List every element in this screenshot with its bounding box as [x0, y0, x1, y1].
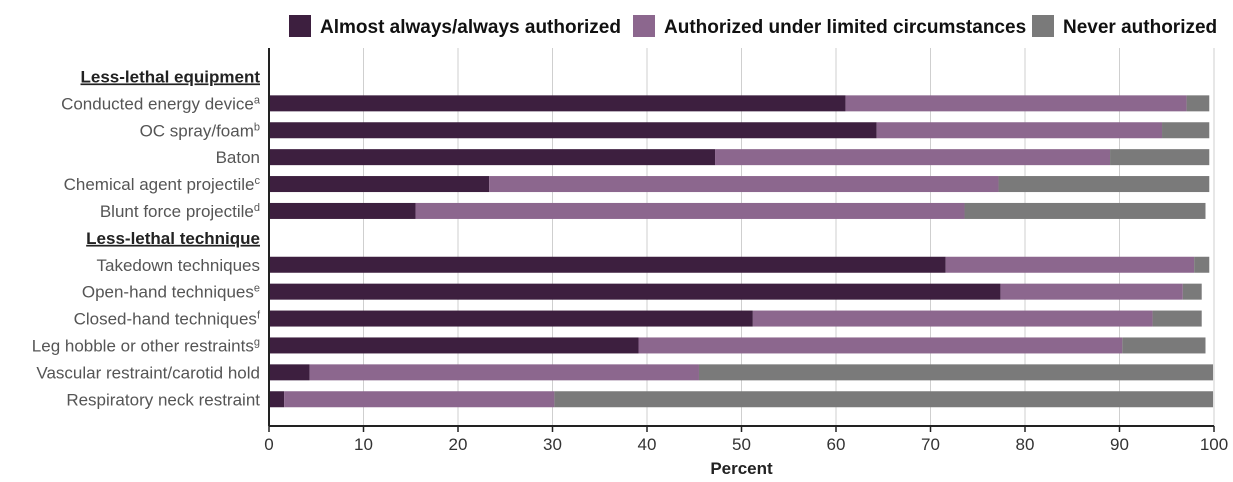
bar-segment [269, 311, 753, 327]
x-tick-label: 30 [543, 435, 562, 454]
bar-segment [1110, 149, 1209, 165]
category-label: Respiratory neck restraint [66, 390, 260, 409]
category-footnote-marker: f [257, 310, 261, 322]
bar-segment [415, 203, 964, 219]
bar-segment [310, 364, 699, 380]
bar-segment [638, 337, 1122, 353]
bar-segment [269, 203, 415, 219]
bar-segment [489, 176, 998, 192]
bar-segment [1153, 311, 1202, 327]
bar-segment [1183, 284, 1202, 300]
category-label: Takedown techniques [96, 256, 260, 275]
bar-segment [715, 149, 1110, 165]
bar-segment [1162, 122, 1209, 138]
legend-swatch [633, 15, 655, 37]
x-tick-label: 100 [1200, 435, 1228, 454]
bar-segment [269, 257, 946, 273]
bar-segment [554, 391, 1213, 407]
category-label: Chemical agent projectilec [64, 175, 261, 194]
bar-segment [269, 122, 877, 138]
category-label: Closed-hand techniquesf [74, 310, 261, 329]
category-footnote-marker: b [254, 121, 260, 133]
x-axis-title: Percent [710, 459, 773, 478]
bar-segment [1122, 337, 1205, 353]
legend-swatch [289, 15, 311, 37]
bar-segment [269, 391, 284, 407]
bar-segment [877, 122, 1162, 138]
bar-segment [845, 95, 1186, 111]
legend-label: Almost always/always authorized [320, 17, 621, 38]
bar-segment [269, 284, 1000, 300]
bar-segment [1194, 257, 1209, 273]
bar-segment [753, 311, 1153, 327]
x-tick-label: 60 [827, 435, 846, 454]
bar-segment [1187, 95, 1210, 111]
bar-segment [269, 364, 310, 380]
x-tick-label: 50 [732, 435, 751, 454]
category-footnote-marker: g [254, 336, 260, 348]
x-tick-label: 70 [921, 435, 940, 454]
legend-label: Never authorized [1063, 17, 1217, 38]
x-tick-label: 20 [449, 435, 468, 454]
group-label: Less-lethal technique [86, 229, 260, 248]
category-footnote-marker: e [254, 283, 260, 295]
group-label: Less-lethal equipment [81, 67, 261, 86]
bar-segment [965, 203, 1206, 219]
x-tick-label: 10 [354, 435, 373, 454]
category-label: Baton [216, 148, 260, 167]
category-label: Open-hand techniquese [82, 283, 260, 302]
category-label: Leg hobble or other restraintsg [32, 336, 260, 355]
category-label: Vascular restraint/carotid hold [36, 363, 260, 382]
bar-segment [284, 391, 554, 407]
category-footnote-marker: a [254, 94, 261, 106]
x-tick-label: 0 [264, 435, 273, 454]
bar-segment [946, 257, 1195, 273]
x-tick-label: 80 [1016, 435, 1035, 454]
category-label: OC spray/foamb [140, 121, 260, 140]
legend-swatch [1032, 15, 1054, 37]
bar-segment [699, 364, 1213, 380]
category-label: Conducted energy devicea [61, 94, 261, 113]
bar-segment [269, 337, 638, 353]
bar-segment [269, 95, 845, 111]
x-tick-label: 40 [638, 435, 657, 454]
bar-segment [269, 149, 715, 165]
x-tick-label: 90 [1110, 435, 1129, 454]
bar-segment [999, 176, 1210, 192]
category-footnote-marker: d [254, 202, 260, 214]
category-label: Blunt force projectiled [100, 202, 260, 221]
legend-label: Authorized under limited circumstances [664, 17, 1026, 38]
bar-segment [269, 176, 489, 192]
bar-segment [1000, 284, 1182, 300]
category-footnote-marker: c [255, 175, 261, 187]
